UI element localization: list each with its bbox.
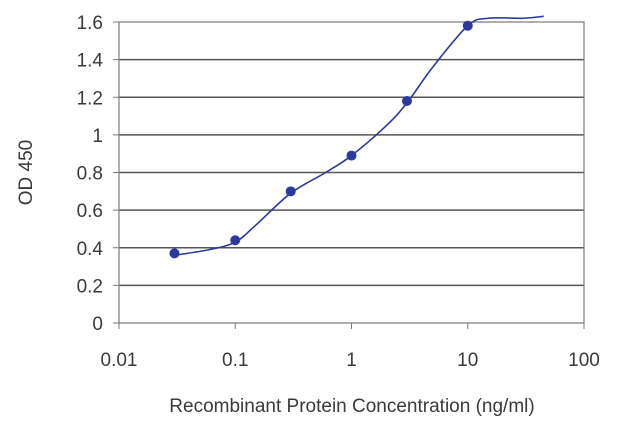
y-tick-label: 0.8 <box>77 164 103 185</box>
gridlines <box>119 58 584 287</box>
data-point <box>401 96 412 107</box>
x-tick-label: 100 <box>568 350 600 371</box>
y-tick-label: 0 <box>92 314 103 335</box>
fit-curve-line <box>174 15 544 257</box>
data-point <box>346 150 357 161</box>
y-axis-ticks: 0 0.2 0.4 0.6 0.8 1 1.2 1.4 1.6 <box>77 13 119 335</box>
y-tick-label: 1.4 <box>77 51 104 72</box>
data-point <box>285 186 296 197</box>
y-tick-label: 0.4 <box>77 239 104 260</box>
y-tick-label: 0.2 <box>77 276 103 297</box>
x-tick-label: 1 <box>346 350 357 371</box>
y-tick-label: 1 <box>92 126 103 147</box>
y-axis-label: OD 450 <box>16 140 37 205</box>
x-tick-label: 10 <box>457 350 478 371</box>
y-tick-label: 0.6 <box>77 201 103 222</box>
x-tick-label: 0.1 <box>222 350 248 371</box>
x-axis-ticks: 0.01 0.1 1 10 100 <box>101 323 600 371</box>
data-point <box>462 20 473 31</box>
data-point <box>169 248 180 259</box>
x-tick-label: 0.01 <box>101 350 138 371</box>
data-points <box>169 20 473 259</box>
x-axis-label: Recombinant Protein Concentration (ng/ml… <box>169 396 534 417</box>
data-point <box>230 235 241 246</box>
y-tick-label: 1.2 <box>77 88 103 109</box>
y-tick-label: 1.6 <box>77 13 103 34</box>
